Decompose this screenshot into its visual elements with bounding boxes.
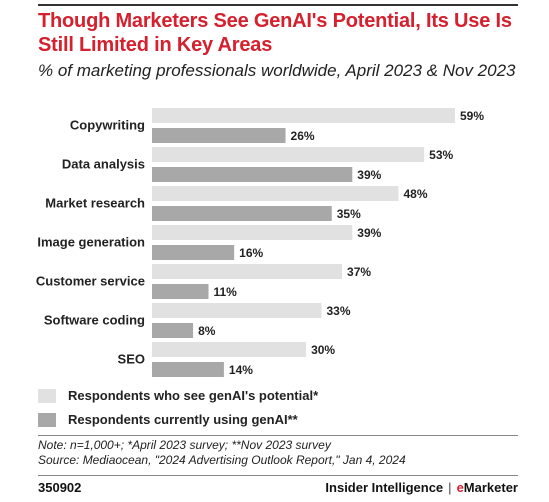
bar-using [152, 206, 332, 221]
chart-title: Though Marketers See GenAI's Potential, … [38, 10, 512, 56]
legend-item-potential: Respondents who see genAI's potential* [38, 388, 318, 403]
category-label: Data analysis [62, 157, 145, 172]
category-label: Market research [45, 196, 145, 211]
chart-id: 350902 [38, 480, 82, 495]
chart-subtitle: % of marketing professionals worldwide, … [38, 61, 516, 80]
bar-using [152, 167, 353, 182]
category-label: Copywriting [70, 118, 145, 133]
data-label: 39% [357, 226, 381, 240]
bar-chart: Copywriting 59% 26% Data analysis 53% 39% Mark… [36, 108, 484, 377]
data-label: 8% [198, 324, 216, 338]
category-label: SEO [118, 352, 145, 367]
bar-potential [152, 264, 343, 279]
legend-label-potential: Respondents who see genAI's potential* [68, 388, 319, 403]
bar-using [152, 362, 224, 377]
category-label: Software coding [44, 313, 145, 328]
brand-separator: | [448, 480, 452, 495]
brand-emarketer-e: e [456, 480, 464, 495]
data-label: 48% [404, 187, 428, 201]
top-rule [38, 4, 518, 6]
brand-insider-intelligence: Insider Intelligence [325, 480, 444, 495]
data-label: 33% [326, 304, 350, 318]
bar-using [152, 323, 194, 338]
divider [38, 475, 518, 476]
chart-source: Source: Mediaocean, "2024 Advertising Ou… [38, 453, 406, 467]
chart-note: Note: n=1,000+; *April 2023 survey; **No… [38, 438, 331, 452]
legend-item-using: Respondents currently using genAI** [38, 412, 298, 427]
bar-potential [152, 147, 425, 162]
bar-using [152, 284, 209, 299]
bar-potential [152, 186, 399, 201]
brand-footer: Insider Intelligence | eMarketer [325, 480, 518, 495]
data-label: 37% [347, 265, 371, 279]
brand-emarketer-rest: Marketer [463, 480, 518, 495]
bar-potential [152, 303, 322, 318]
data-label: 30% [311, 343, 335, 357]
legend-swatch-potential [38, 388, 56, 403]
data-label: 14% [229, 363, 253, 377]
data-label: 53% [429, 148, 453, 162]
category-label: Image generation [37, 235, 145, 250]
data-label: 26% [291, 129, 315, 143]
legend-swatch-using [38, 412, 56, 427]
divider [38, 435, 518, 436]
bar-potential [152, 108, 455, 123]
data-label: 39% [357, 168, 381, 182]
category-label: Customer service [36, 274, 145, 289]
data-label: 11% [213, 285, 237, 299]
bar-potential [152, 225, 353, 240]
legend-label-using: Respondents currently using genAI** [68, 412, 298, 427]
bar-potential [152, 342, 307, 357]
bar-using [152, 245, 235, 260]
bar-using [152, 128, 286, 143]
data-label: 16% [239, 246, 263, 260]
data-label: 35% [337, 207, 361, 221]
data-label: 59% [460, 109, 484, 123]
